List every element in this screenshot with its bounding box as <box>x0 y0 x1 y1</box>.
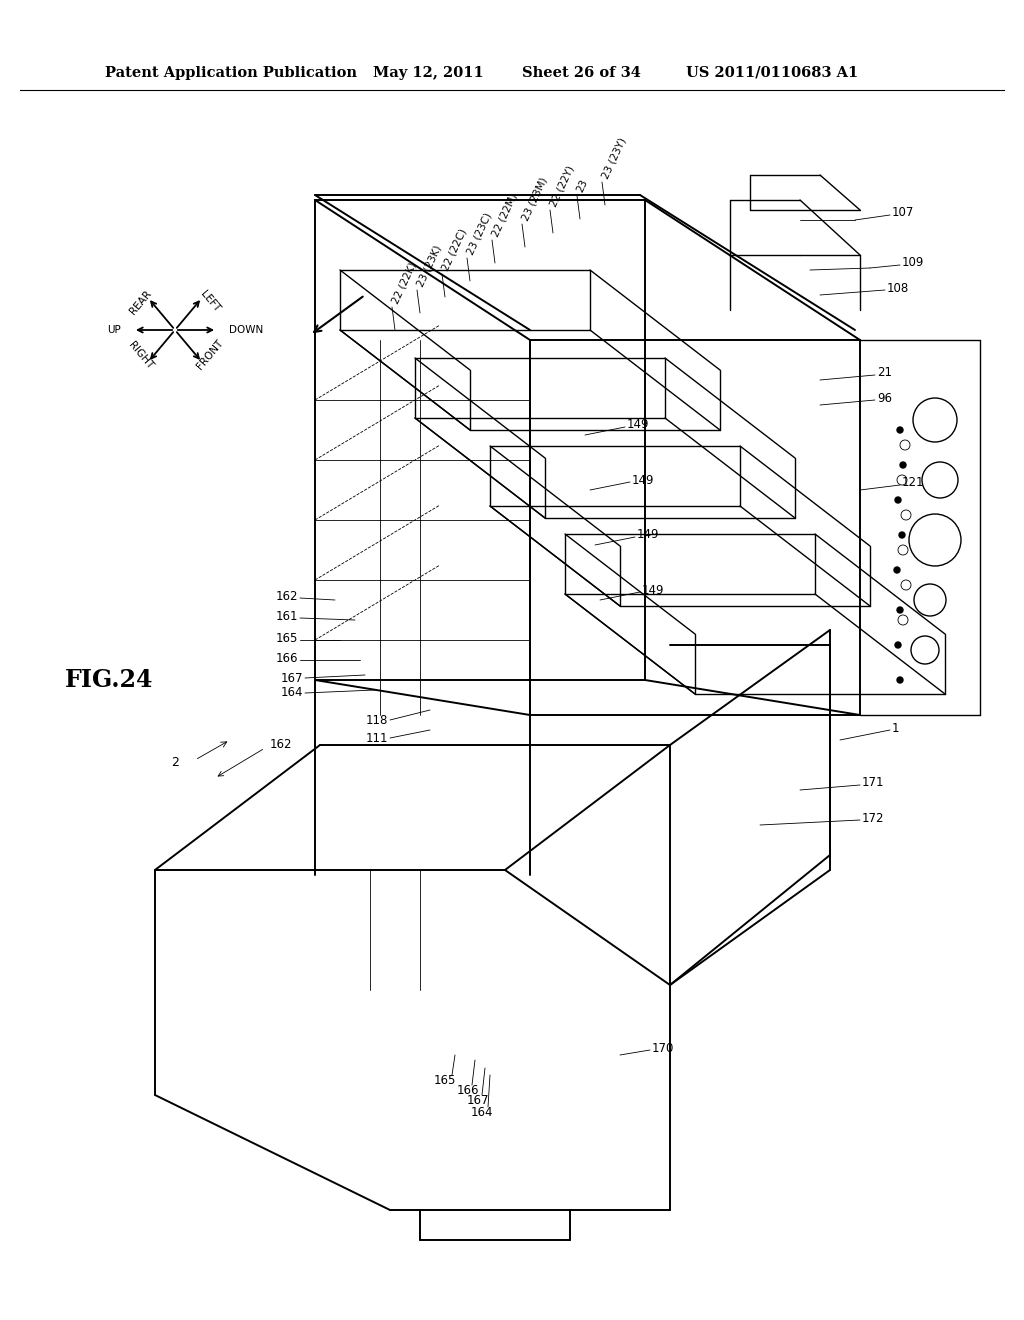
Text: REAR: REAR <box>128 289 153 317</box>
Text: RIGHT: RIGHT <box>126 341 155 371</box>
Circle shape <box>895 498 901 503</box>
Text: US 2011/0110683 A1: US 2011/0110683 A1 <box>686 66 858 81</box>
Text: 108: 108 <box>887 281 909 294</box>
Text: 167: 167 <box>281 672 303 685</box>
Circle shape <box>894 568 900 573</box>
Text: 165: 165 <box>275 631 298 644</box>
Text: 96: 96 <box>877 392 892 404</box>
Text: 166: 166 <box>275 652 298 664</box>
Circle shape <box>895 642 901 648</box>
Text: 149: 149 <box>627 418 649 432</box>
Text: 167: 167 <box>467 1093 489 1106</box>
Circle shape <box>897 677 903 682</box>
Text: 164: 164 <box>471 1106 494 1119</box>
Text: 149: 149 <box>642 583 665 597</box>
Text: 22 (22M): 22 (22M) <box>490 191 519 238</box>
Text: DOWN: DOWN <box>229 325 263 335</box>
Text: 22 (22C): 22 (22C) <box>440 227 468 272</box>
Text: 107: 107 <box>892 206 914 219</box>
Text: UP: UP <box>108 325 121 335</box>
Text: 166: 166 <box>457 1084 479 1097</box>
Text: 23 (23C): 23 (23C) <box>465 211 494 256</box>
Text: FRONT: FRONT <box>195 338 225 371</box>
Text: Patent Application Publication: Patent Application Publication <box>105 66 357 81</box>
Circle shape <box>897 426 903 433</box>
Text: 1: 1 <box>892 722 899 734</box>
Text: 23: 23 <box>575 178 590 194</box>
Text: 165: 165 <box>434 1073 456 1086</box>
Text: LEFT: LEFT <box>198 289 221 314</box>
Circle shape <box>899 532 905 539</box>
Text: Sheet 26 of 34: Sheet 26 of 34 <box>522 66 641 81</box>
Text: 162: 162 <box>275 590 298 602</box>
Text: 164: 164 <box>281 686 303 700</box>
Text: 162: 162 <box>270 738 293 751</box>
Text: 2: 2 <box>171 755 179 768</box>
Text: 22 (22K): 22 (22K) <box>390 260 418 305</box>
Text: 23 (23M): 23 (23M) <box>520 176 549 222</box>
Circle shape <box>900 462 906 469</box>
Text: 161: 161 <box>275 610 298 623</box>
Text: 149: 149 <box>632 474 654 487</box>
Text: 149: 149 <box>637 528 659 541</box>
Text: 23 (23Y): 23 (23Y) <box>600 136 628 180</box>
Circle shape <box>897 607 903 612</box>
Text: 23 (23K): 23 (23K) <box>415 243 442 288</box>
Text: 170: 170 <box>652 1041 675 1055</box>
Text: 121: 121 <box>902 477 925 490</box>
Text: 171: 171 <box>862 776 885 789</box>
Text: 172: 172 <box>862 812 885 825</box>
Text: 22 (22Y): 22 (22Y) <box>548 164 575 209</box>
Text: 111: 111 <box>366 731 388 744</box>
Text: FIG.24: FIG.24 <box>65 668 154 692</box>
Text: 109: 109 <box>902 256 925 269</box>
Text: 21: 21 <box>877 367 892 380</box>
Text: 118: 118 <box>366 714 388 726</box>
Text: May 12, 2011: May 12, 2011 <box>373 66 483 81</box>
